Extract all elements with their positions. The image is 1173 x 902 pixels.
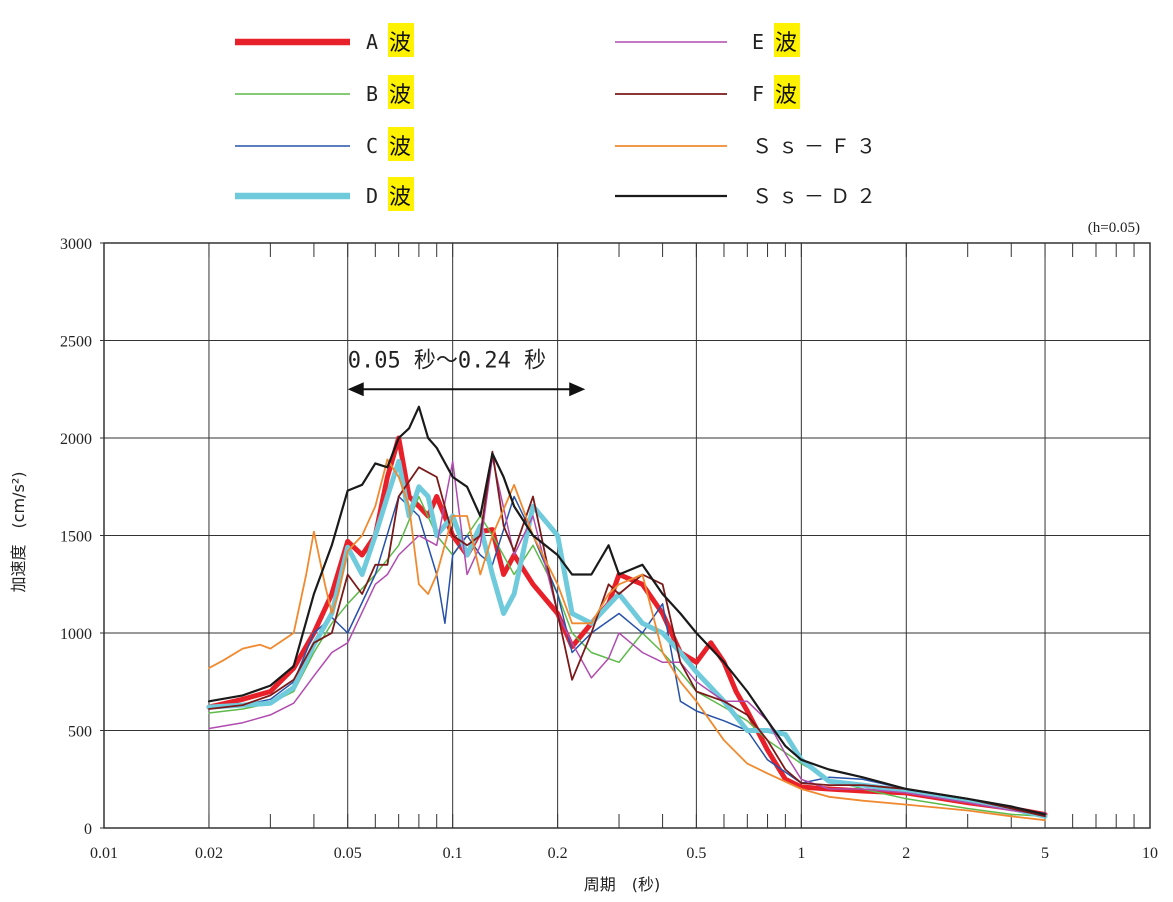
legend-highlight [774,23,800,57]
axis-ticks: 0 500 1000 1500 2000 2500 3000 0.01 0.02 0.05 0.1 0… [60,236,1158,862]
grid [103,242,1151,829]
legend-label: C [366,134,378,158]
series-line-b [208,495,1046,818]
legend-label: E [752,30,764,54]
y-tick-label: 2000 [60,431,92,448]
period-range-annotation: 0.05 秒～0.24 秒 [347,348,586,397]
x-axis-title: 周期 (秒) [584,875,661,894]
x-tick-label: 5 [1041,845,1049,862]
x-tick-label: 2 [902,845,910,862]
damping-note: (h=0.05) [1088,220,1140,236]
legend-label: B [366,82,378,106]
x-tick-label: 0.01 [90,845,118,862]
legend-label: F [752,82,764,106]
x-tick-label: 0.05 [334,845,362,862]
legend-highlight [388,75,414,109]
legend-wave-label: 波 [389,83,411,108]
y-tick-label: 2500 [60,334,92,351]
series-line-ss-f3 [208,458,1046,822]
x-tick-label: 0.02 [195,845,223,862]
legend-wave-label: 波 [389,31,411,56]
x-tick-label: 10 [1142,845,1158,862]
y-tick-label: 500 [68,724,92,741]
y-tick-label: 0 [84,821,92,838]
legend-wave-label: 波 [775,83,797,108]
y-axis-title: 加速度 (cm/s²) [9,471,28,592]
series-lines [206,405,1048,822]
annotation-arrowhead-left [347,382,364,397]
series-line-a [206,435,1048,817]
x-tick-label: 1 [797,845,805,862]
legend-item: Ｓｓ－Ｆ３ [615,134,882,158]
series-line-f [208,450,1046,818]
y-tick-label: 1000 [60,626,92,643]
y-tick-label: 1500 [60,529,92,546]
legend-highlight [388,177,414,211]
legend-highlight [388,127,414,161]
x-tick-label: 0.1 [443,845,463,862]
annotation-arrowhead-right [569,382,586,397]
x-tick-label: 0.5 [686,845,706,862]
legend-label: Ｓｓ－Ｆ３ [752,134,882,158]
annotation-text: 0.05 秒～0.24 秒 [348,348,546,373]
series-line-e [208,456,1046,816]
series-line-ss-d2 [207,405,1047,816]
legend-label: Ｓｓ－Ｄ２ [752,184,882,208]
y-tick-label: 3000 [60,236,92,253]
legend-highlight [388,23,414,57]
legend-label: D [366,184,378,208]
legend-wave-label: 波 [389,185,411,210]
series-line-c [208,495,1046,815]
legend-wave-label: 波 [775,31,797,56]
legend-wave-label: 波 [389,135,411,160]
x-tick-label: 0.2 [548,845,568,862]
series-line-d [206,458,1048,819]
legend-highlight [774,75,800,109]
legend-item: Ｓｓ－Ｄ２ [615,184,882,208]
legend-label: A [366,30,378,54]
